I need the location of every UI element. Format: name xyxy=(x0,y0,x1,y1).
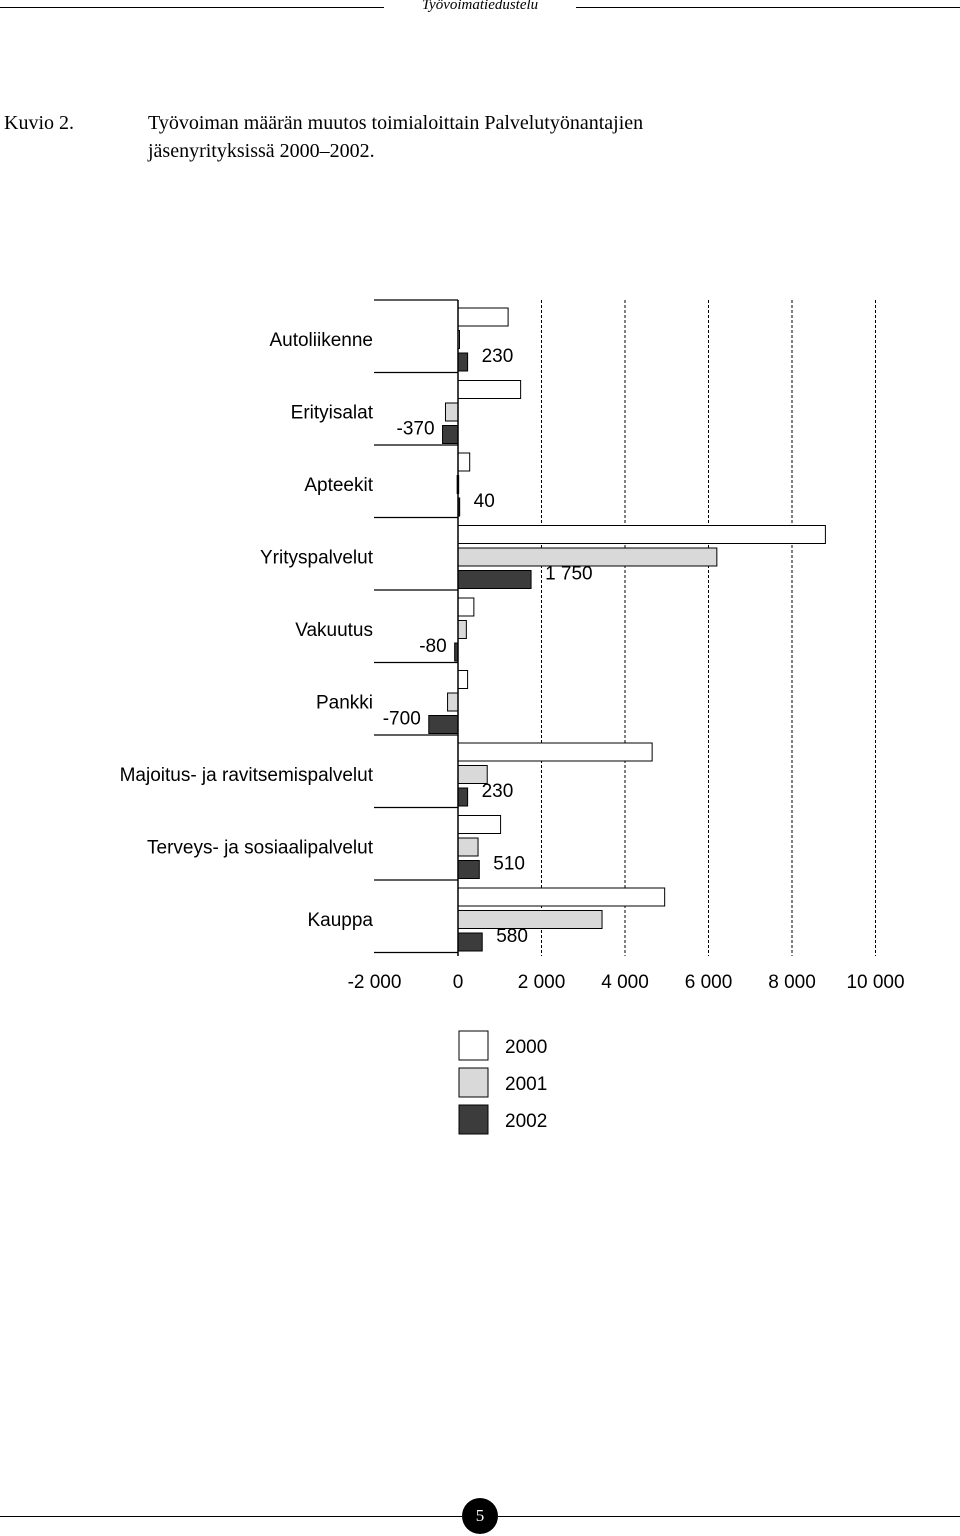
bar-2000-7 xyxy=(457,815,502,834)
x-tick-label-4: 6 000 xyxy=(685,972,733,993)
data-label-7: 510 xyxy=(493,854,525,875)
bar-2000-4 xyxy=(457,597,475,617)
bar-chart: Autoliikenne 230 Erityisalat -370 Apteekit 40… xyxy=(120,299,905,1135)
x-tick-label-6: 10 000 xyxy=(846,972,904,993)
category-label-0: Autoliikenne xyxy=(269,330,373,351)
page-number: 5 xyxy=(462,1498,498,1534)
legend-swatch-2000 xyxy=(458,1030,489,1061)
x-tick-label-0: -2 000 xyxy=(348,972,402,993)
category-label-7: Terveys- ja sosiaalipalvelut xyxy=(147,838,374,859)
bar-2002-1 xyxy=(442,425,459,444)
bar-2002-3 xyxy=(457,570,532,589)
bar-2000-2 xyxy=(457,452,471,472)
bar-2001-1 xyxy=(444,402,459,422)
category-label-6: Majoitus- ja ravitsemispalvelut xyxy=(120,765,374,786)
category-label-4: Vakuutus xyxy=(295,620,373,641)
data-label-6: 230 xyxy=(482,781,514,802)
figure-title-line1: Työvoiman määrän muutos toimialoittain P… xyxy=(148,112,644,134)
x-tick-label-5: 8 000 xyxy=(768,972,816,993)
category-label-8: Kauppa xyxy=(307,910,373,931)
bar-2002-5 xyxy=(428,715,459,734)
data-label-8: 580 xyxy=(496,926,528,947)
category-label-1: Erityisalat xyxy=(291,403,374,424)
bar-2002-0 xyxy=(457,352,469,372)
footer-rule-left xyxy=(0,1516,462,1517)
bar-2001-4 xyxy=(457,620,467,639)
data-label-5: -700 xyxy=(383,709,421,730)
x-tick-label-2: 2 000 xyxy=(518,972,566,993)
bar-2002-7 xyxy=(457,860,480,879)
bar-2000-8 xyxy=(457,887,666,907)
figure-title-line2: jäsenyrityksissä 2000–2002. xyxy=(148,140,375,162)
data-label-1: -370 xyxy=(397,419,435,440)
data-label-0: 230 xyxy=(482,346,514,367)
x-tick-label-3: 4 000 xyxy=(601,972,649,993)
bar-2000-1 xyxy=(457,380,522,399)
bar-2001-5 xyxy=(447,692,459,712)
legend-swatch-2001 xyxy=(458,1067,489,1098)
bar-2000-5 xyxy=(457,670,469,689)
data-label-4: -80 xyxy=(419,636,446,657)
category-label-2: Apteekit xyxy=(304,475,373,496)
header-rule-left xyxy=(0,7,384,8)
bar-2001-8 xyxy=(457,910,603,929)
legend-label-2001: 2001 xyxy=(505,1074,547,1095)
category-label-5: Pankki xyxy=(316,693,373,714)
bar-2002-6 xyxy=(457,787,469,807)
data-label-3: 1 750 xyxy=(545,564,593,585)
figure-label: Kuvio 2. xyxy=(4,112,74,134)
footer-rule-right xyxy=(498,1516,960,1517)
category-label-3: Yrityspalvelut xyxy=(260,548,374,569)
x-tick-label-1: 0 xyxy=(453,972,464,993)
bar-2000-3 xyxy=(457,525,826,544)
running-title: Työvoimatiedustelu xyxy=(421,0,539,13)
legend-label-2002: 2002 xyxy=(505,1111,547,1132)
bar-2002-8 xyxy=(457,932,483,952)
bar-2000-0 xyxy=(457,307,509,327)
bar-2000-6 xyxy=(457,742,653,762)
header-rule-right xyxy=(576,7,960,8)
legend-swatch-2002 xyxy=(458,1104,489,1135)
data-label-2: 40 xyxy=(474,491,495,512)
legend-label-2000: 2000 xyxy=(505,1037,547,1058)
bar-2001-7 xyxy=(457,837,479,857)
